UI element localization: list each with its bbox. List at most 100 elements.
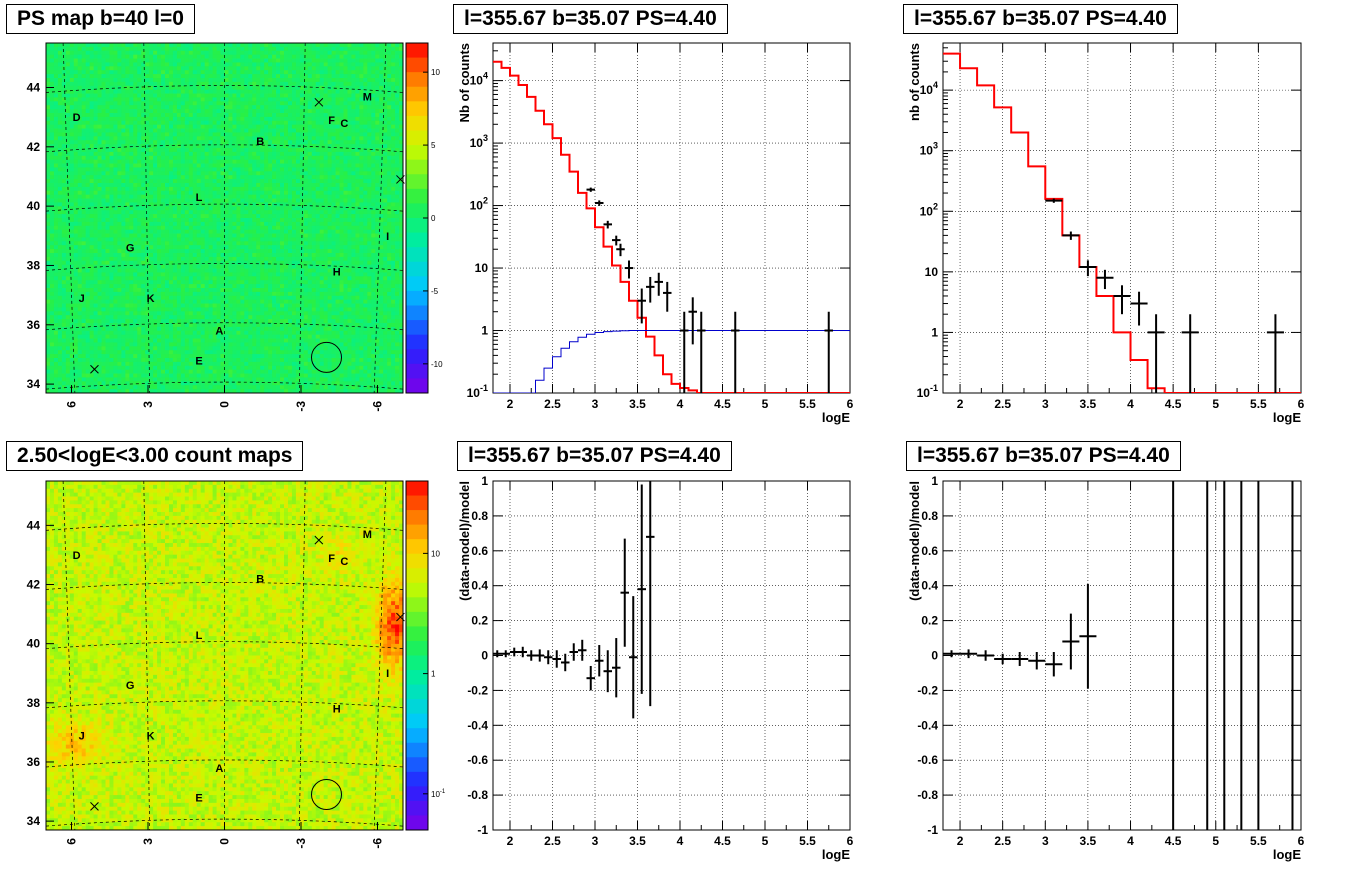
colorbar-step (406, 43, 428, 58)
data-point (1045, 652, 1062, 676)
y-tick-label: 44 (27, 518, 41, 532)
x-tick-label: 3 (1042, 397, 1049, 411)
colorbar-step (406, 101, 428, 116)
x-tick-label: -6 (371, 838, 385, 849)
source-label: E (195, 792, 202, 804)
data-point (616, 244, 625, 256)
colorbar-tick-label: 10-1 (431, 789, 446, 799)
y-tick-label: -0.8 (467, 788, 488, 802)
colorbar-step (406, 597, 428, 612)
colorbar-step (406, 626, 428, 641)
source-label: C (340, 118, 348, 130)
x-tick-label: 5 (762, 834, 769, 848)
data-point (994, 654, 1011, 664)
data-point (578, 640, 587, 661)
spec_top2-panel: 2 2.5 3 3.5 4 4.5 5 5.5 610-1110102103104logEnb … (907, 43, 1305, 425)
y-tick-label: 10-1 (467, 383, 488, 400)
source-label: B (256, 136, 264, 148)
data-point (1148, 314, 1165, 411)
colorbar-step (406, 641, 428, 656)
x-tick-label: 3 (592, 834, 599, 848)
x-tick-label: -3 (294, 838, 308, 849)
colorbar-tick-label: -5 (431, 287, 439, 296)
source-label: L (196, 192, 203, 204)
y-tick-label: 102 (920, 201, 938, 218)
y-tick-label: 42 (27, 578, 41, 592)
x-axis-title: logE (822, 847, 850, 862)
colorbar-step (406, 233, 428, 248)
x-tick-label: 4.5 (714, 397, 731, 411)
x-tick-label: 4.5 (714, 834, 731, 848)
y-tick-label: 103 (470, 133, 488, 150)
data-point (977, 650, 994, 660)
colorbar-tick-label: 0 (431, 214, 436, 223)
data-point (646, 368, 655, 707)
data-point (1113, 285, 1130, 314)
y-tick-label: -1 (927, 823, 938, 837)
source-label: F (328, 553, 335, 565)
colorbar-step (406, 670, 428, 685)
colorbar-step (406, 743, 428, 758)
y-tick-label: -0.4 (467, 718, 488, 732)
source-label: K (147, 730, 155, 742)
x-tick-label: 0 (218, 401, 232, 408)
source-label: K (147, 293, 155, 305)
source-label: J (79, 293, 85, 305)
res2-panel: 2 2.5 3 3.5 4 4.5 5 5.5 6-1-0.8-0.6-0.4-0.200.20… (907, 474, 1305, 862)
residual2-title: l=355.67 b=35.07 PS=4.40 (906, 441, 1181, 471)
x-tick-label: 6 (65, 401, 79, 408)
data-point (1062, 232, 1079, 240)
data-point (1062, 614, 1079, 670)
data-point (493, 650, 502, 657)
data-point (519, 647, 528, 657)
colorbar-step (406, 218, 428, 233)
y-tick-label: -0.6 (917, 753, 938, 767)
x-tick-label: 5 (1212, 397, 1219, 411)
data-point (1011, 652, 1028, 666)
data-point (612, 236, 621, 246)
source-label: D (73, 112, 81, 124)
x-tick-label: -3 (294, 401, 308, 412)
spectrum-top2-title: l=355.67 b=35.07 PS=4.40 (903, 4, 1178, 34)
y-tick-label: 0.6 (471, 544, 488, 558)
x-axis-title: logE (822, 410, 850, 425)
x-tick-label: 6 (1298, 834, 1305, 848)
x-tick-label: 3.5 (1080, 834, 1097, 848)
colorbar-step (406, 160, 428, 175)
data-point (502, 650, 511, 657)
y-tick-label: 0.2 (471, 614, 488, 628)
x-tick-label: 5.5 (1250, 834, 1267, 848)
colorbar-step (406, 262, 428, 277)
data-point (943, 650, 960, 657)
x-tick-label: 3 (141, 838, 155, 845)
x-tick-label: 2 (957, 834, 964, 848)
spec_top2-frame (943, 43, 1301, 393)
data-point (587, 188, 596, 192)
x-tick-label: 2.5 (544, 397, 561, 411)
colorbar-step (406, 772, 428, 787)
data-point (663, 282, 672, 312)
data-point (960, 649, 977, 658)
data-point (1079, 584, 1096, 689)
x-tick-label: 2 (507, 834, 514, 848)
data-point (595, 645, 604, 676)
x-tick-label: 5.5 (799, 834, 816, 848)
source-label: G (126, 243, 135, 255)
colorbar-step (406, 378, 428, 393)
y-tick-label: 1 (481, 324, 488, 338)
data-point (612, 638, 621, 697)
spec_top2-grid (943, 43, 1301, 393)
spec_top2-series (943, 54, 1301, 412)
data-point (527, 650, 536, 660)
model-line (943, 54, 1301, 393)
source-label: L (196, 630, 203, 642)
x-tick-label: 3 (141, 401, 155, 408)
data-point (629, 596, 638, 718)
x-tick-label: 4 (1127, 397, 1134, 411)
y-tick-label: 0.4 (921, 579, 938, 593)
colorbar-step (406, 757, 428, 772)
y-tick-label: 1 (481, 474, 488, 488)
colorbar-step (406, 320, 428, 335)
